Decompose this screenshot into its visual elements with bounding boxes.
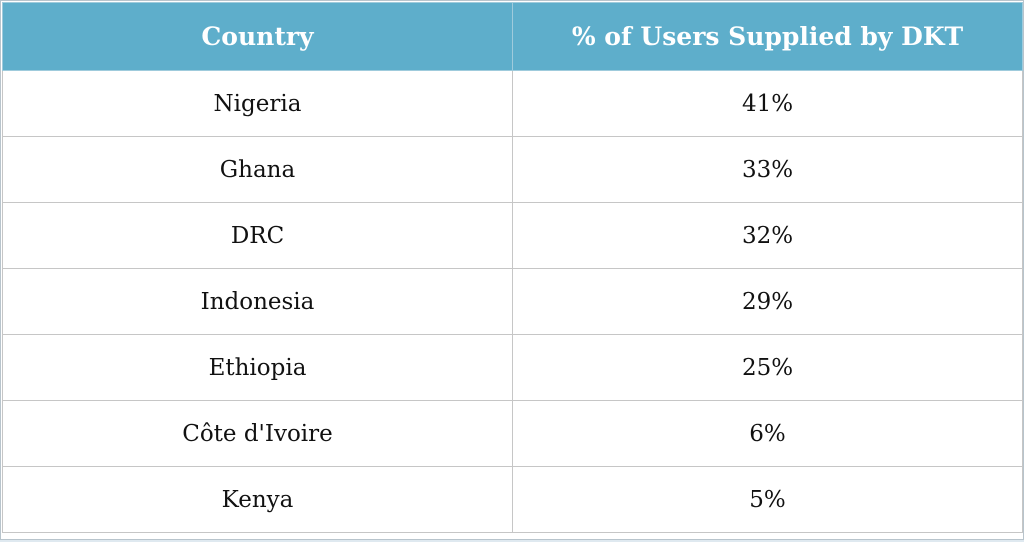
table-row: Kenya 5% [2,466,1023,533]
percent-cell: 32% [512,202,1023,269]
dkt-users-table: Country % of Users Supplied by DKT Niger… [2,2,1023,533]
percent-cell: 41% [512,70,1023,137]
table-row: Nigeria 41% [2,70,1023,137]
table-row: Côte d'Ivoire 6% [2,400,1023,467]
percent-cell: 33% [512,136,1023,203]
table-row: Ghana 33% [2,136,1023,203]
percent-cell: 5% [512,466,1023,533]
country-cell: Ghana [2,136,513,203]
country-cell: Kenya [2,466,513,533]
table-row: Indonesia 29% [2,268,1023,335]
percent-cell: 25% [512,334,1023,401]
column-header-percent: % of Users Supplied by DKT [512,2,1023,71]
country-cell: Nigeria [2,70,513,137]
column-header-country: Country [2,2,513,71]
table-row: DRC 32% [2,202,1023,269]
country-cell: Côte d'Ivoire [2,400,513,467]
country-cell: Indonesia [2,268,513,335]
table-header-row: Country % of Users Supplied by DKT [2,2,1023,71]
country-cell: Ethiopia [2,334,513,401]
table-row: Ethiopia 25% [2,334,1023,401]
percent-cell: 29% [512,268,1023,335]
percent-cell: 6% [512,400,1023,467]
country-cell: DRC [2,202,513,269]
